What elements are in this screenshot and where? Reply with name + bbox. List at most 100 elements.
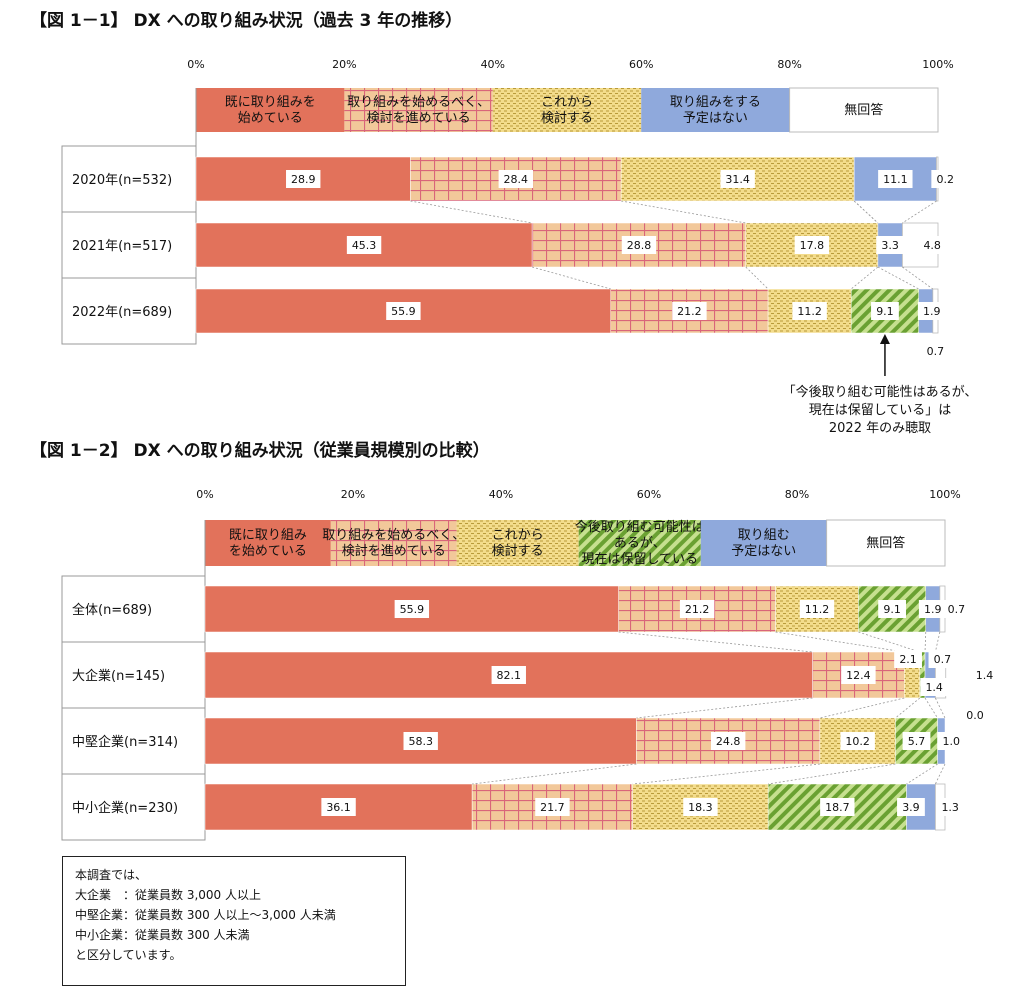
undefined-value-label-bg — [321, 798, 356, 816]
undefined-xtick-label: 80% — [785, 488, 809, 501]
undefined-connector — [850, 266, 879, 290]
undefined-value-label: 0.7 — [948, 603, 966, 616]
undefined-category-label: 2021年(n=517) — [72, 239, 172, 254]
undefined-value-label: 1.0 — [943, 735, 961, 748]
undefined-value-label: 0.2 — [937, 173, 955, 186]
undefined-value-label: 0.7 — [934, 653, 952, 666]
undefined-value-label: 55.9 — [391, 305, 416, 318]
undefined-connector — [632, 763, 820, 785]
undefined-connector — [532, 266, 611, 290]
undefined-connector — [935, 697, 946, 719]
undefined-connector — [618, 631, 813, 653]
undefined-xtick-label: 60% — [629, 58, 653, 71]
undefined-value-label: 21.2 — [677, 305, 702, 318]
undefined-connector — [636, 697, 813, 719]
undefined-value-label-bg — [902, 732, 931, 750]
undefined-connector — [768, 763, 896, 785]
undefined-value-label-bg — [679, 600, 715, 618]
undefined-value-label-bg — [535, 798, 570, 816]
undefined-legend-label-s1: 既に取り組みを始めている — [225, 95, 316, 126]
undefined-value-label: 1.4 — [976, 669, 994, 682]
undefined-value-label-bg — [961, 706, 989, 724]
undefined-value-label-bg — [491, 666, 526, 684]
undefined-legend-swatch-s6 — [826, 519, 946, 567]
undefined-value-label-bg — [710, 732, 746, 750]
undefined-xtick-label: 0% — [187, 58, 204, 71]
undefined-category-label: 全体(n=689) — [72, 602, 152, 618]
undefined-connector — [902, 200, 937, 224]
undefined-value-label: 58.3 — [408, 735, 433, 748]
undefined-value-label: 36.1 — [326, 801, 351, 814]
undefined-value-label-bg — [672, 302, 707, 320]
undefined-value-label-bg — [286, 170, 321, 188]
undefined-value-label: 28.4 — [504, 173, 529, 186]
undefined-legend-label-s6: 無回答 — [844, 102, 883, 118]
undefined-value-label: 28.8 — [627, 239, 652, 252]
note-line: 中小企業：従業員数 300 人未満 — [75, 928, 250, 942]
undefined-legend-swatch-s3 — [492, 88, 642, 132]
chart2-title: 【図 1－2】 DX への取り組み状況（従業員規模別の比較） — [30, 441, 490, 461]
undefined-value-label-bg — [942, 600, 971, 618]
undefined-legend-label-s2: 取り組みを始めるべく、検討を進めている — [347, 95, 490, 126]
undefined-value-label-bg — [876, 236, 905, 254]
undefined-value-label: 11.1 — [883, 173, 908, 186]
undefined-category-label: 大企業(n=145) — [72, 668, 165, 684]
undefined-value-label: 11.2 — [805, 603, 830, 616]
chart1-title: 【図 1－1】 DX への取り組み状況（過去 3 年の推移） — [30, 11, 463, 31]
undefined-xtick-label: 20% — [341, 488, 365, 501]
undefined-value-label: 12.4 — [846, 669, 871, 682]
undefined-value-label-bg — [403, 732, 438, 750]
undefined-value-label-bg — [931, 170, 960, 188]
undefined-value-label: 3.9 — [902, 801, 920, 814]
undefined-legend-label-s6: 無回答 — [866, 535, 905, 551]
undefined-bar-s4 — [858, 585, 927, 633]
note-line: 本調査では、 — [75, 868, 148, 882]
undefined-value-label-bg — [878, 170, 913, 188]
undefined-value-label-bg — [498, 170, 534, 188]
undefined-xtick-label: 100% — [929, 488, 960, 501]
undefined-value-label-bg — [346, 236, 382, 254]
note-line: 大企業 ：従業員数 3,000 人以上 — [75, 888, 261, 902]
chart1-annotation: 「今後取り組む可能性はあるが、 現在は保留している」は 2022 年のみ聴取 — [760, 384, 1000, 438]
undefined-value-label-bg — [920, 678, 949, 696]
undefined-value-label-bg — [871, 302, 899, 320]
undefined-value-label: 1.9 — [923, 305, 941, 318]
annotation-arrow-head — [879, 334, 890, 344]
undefined-value-label: 9.1 — [883, 603, 901, 616]
undefined-value-label: 1.4 — [925, 681, 943, 694]
undefined-value-label-bg — [386, 302, 421, 320]
undefined-connector — [924, 631, 927, 653]
undefined-value-label-bg — [840, 732, 875, 750]
undefined-connector — [410, 200, 533, 224]
undefined-xtick-label: 40% — [489, 488, 513, 501]
undefined-value-label-bg — [937, 732, 966, 750]
undefined-value-label: 21.2 — [685, 603, 710, 616]
undefined-value-label-bg — [799, 600, 835, 618]
undefined-xtick-label: 40% — [481, 58, 505, 71]
undefined-xtick-label: 60% — [637, 488, 661, 501]
undefined-connector — [621, 200, 746, 224]
undefined-value-label: 3.3 — [881, 239, 899, 252]
undefined-connector — [895, 697, 921, 719]
undefined-value-label-bg — [794, 236, 830, 254]
undefined-value-label: 18.3 — [688, 801, 713, 814]
undefined-legend-swatch-s3 — [456, 520, 579, 566]
undefined-connector — [934, 631, 941, 653]
undefined-legend-label-s2: 取り組みを始めるべく、検討を進めている — [322, 528, 465, 559]
undefined-connector — [775, 631, 905, 653]
undefined-value-label-bg — [970, 666, 999, 684]
undefined-value-label: 9.1 — [876, 305, 894, 318]
undefined-category-label: 中小企業(n=230) — [72, 800, 178, 816]
undefined-value-label-bg — [918, 236, 947, 254]
undefined-xtick-label: 20% — [332, 58, 356, 71]
undefined-value-label-bg — [720, 170, 755, 188]
note-line: と区分しています。 — [75, 948, 182, 962]
undefined-value-label: 4.8 — [923, 239, 941, 252]
note-line: 中堅企業：従業員数 300 人以上～3,000 人未満 — [75, 908, 336, 922]
undefined-connector — [906, 763, 938, 785]
undefined-value-label-bg — [894, 650, 922, 668]
undefined-value-label-bg — [928, 650, 957, 668]
undefined-connector — [472, 763, 637, 785]
undefined-value-label: 1.3 — [941, 801, 959, 814]
undefined-value-label: 18.7 — [825, 801, 850, 814]
